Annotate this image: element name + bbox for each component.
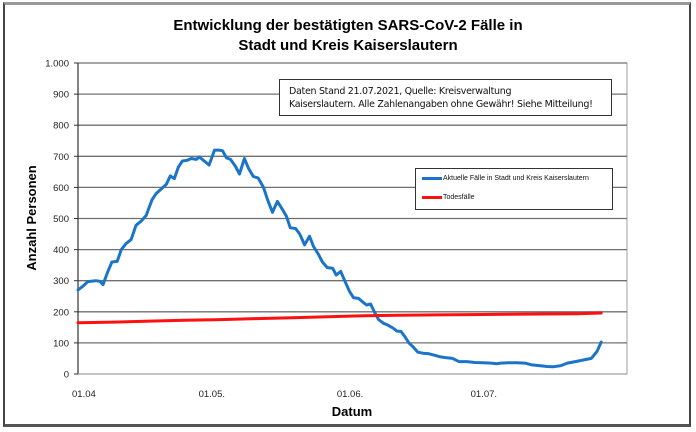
legend: Aktuelle Fälle in Stadt und Kreis Kaiser… [415,168,613,210]
y-tick-label: 500 [53,214,69,225]
chart-frame [3,2,691,427]
y-tick-label: 1.000 [45,59,69,70]
series-line-deaths [76,311,603,325]
y-axis-title: Anzahl Personen [24,165,39,271]
x-tick-label: 01.06. [337,389,363,400]
legend-label-active-cases: Aktuelle Fälle in Stadt und Kreis Kaiser… [443,175,589,182]
chart-title: Entwicklung der bestätigten SARS-CoV-2 F… [0,16,696,56]
x-tick-label: 01.05. [199,389,225,400]
data-source-note: Daten Stand 21.07.2021, Quelle: Kreisver… [279,79,612,116]
legend-item-deaths: Todesfälle [422,194,475,201]
note-line-2: Kaiserslautern. Alle Zahlenangaben ohne … [289,99,593,110]
y-tick-label: 600 [53,183,69,194]
x-tick-label: 01.07. [471,389,497,400]
y-tick-label: 100 [53,338,69,349]
chart-title-line-1: Entwicklung der bestätigten SARS-CoV-2 F… [173,17,523,34]
y-tick-label: 400 [53,245,69,256]
legend-label-deaths: Todesfälle [443,194,475,201]
y-tick-label: 200 [53,307,69,318]
y-tick-label: 800 [53,121,69,132]
series-line-active-cases [76,148,603,369]
chart-title-line-2: Stadt und Kreis Kaiserslautern [238,37,458,54]
y-tick-label: 300 [53,276,69,287]
legend-item-active-cases: Aktuelle Fälle in Stadt und Kreis Kaiser… [422,175,589,182]
y-tick-label: 900 [53,90,69,101]
note-line-1: Daten Stand 21.07.2021, Quelle: Kreisver… [289,86,512,97]
y-tick-label: 0 [64,370,69,381]
legend-swatch-blue [422,177,442,180]
x-tick-label: 01.04 [72,389,96,400]
x-axis-title: Datum [332,404,372,419]
legend-swatch-red [422,196,442,199]
y-tick-label: 700 [53,152,69,163]
